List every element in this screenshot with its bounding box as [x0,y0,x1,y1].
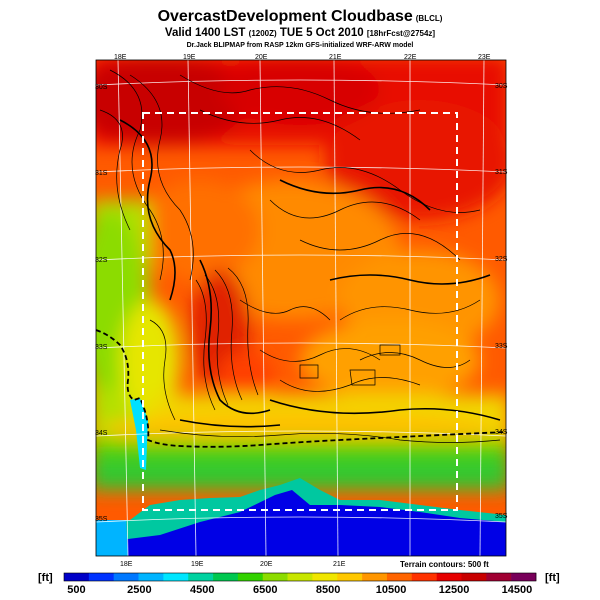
colorbar-tick-label: 12500 [438,584,470,596]
lat-label-left: 35S [95,516,108,523]
colorbar-tick-label: 6500 [252,584,278,596]
colorbar [63,572,537,582]
valid-time: Valid 1400 LST (1200Z) TUE 5 Oct 2010 [1… [164,27,436,39]
lon-label-top: 19E [183,54,196,61]
lon-label-bottom: 19E [191,561,204,568]
lat-label-left: 30S [95,84,108,91]
lon-label-top: 20E [255,54,268,61]
lat-label-left: 32S [95,257,108,264]
colorbar-tick-label: 2500 [127,584,152,596]
lon-label-top: 23E [478,54,491,61]
colorbar-swatch [337,573,363,581]
lon-label-top: 18E [114,54,127,61]
lat-label-left: 31S [95,170,108,177]
terrain-contour-note: Terrain contours: 500 ft [400,560,489,569]
terrain-contours [99,69,501,443]
coastline [96,329,506,448]
colorbar-swatch [411,573,437,581]
colorbar-swatch [188,573,214,581]
colorbar-swatch [88,573,114,581]
lat-label-right: 30S [495,83,508,90]
lat-label-right: 34S [495,429,508,436]
lat-label-right: 32S [495,256,508,263]
terrain-contours-bold [119,119,501,428]
colorbar-swatch [287,573,313,581]
colorbar-swatch [511,573,537,581]
colorbar-swatch [163,573,189,581]
lat-label-right: 35S [495,513,508,520]
lon-label-top: 22E [404,54,417,61]
colorbar-unit-left: [ft] [38,572,53,584]
colorbar-swatch [461,573,487,581]
colorbar-swatch [237,573,264,581]
colorbar-tick-label: 8500 [315,584,341,596]
colorbar-tick-label: 500 [67,584,86,596]
lat-label-right: 31S [495,169,508,176]
colorbar-unit-right: [ft] [545,572,560,584]
colorbar-swatch [262,573,288,581]
colorbar-swatch [386,573,413,581]
colorbar-swatch [213,573,239,581]
colorbar-frame [63,572,537,582]
colorbar-tick-label: 10500 [375,584,407,596]
colorbar-swatch [64,573,90,581]
model-credit: Dr.Jack BLIPMAP from RASP 12km GFS-initi… [186,42,414,49]
lon-label-bottom: 21E [333,561,346,568]
colorbar-swatch [113,573,139,581]
lat-label-left: 34S [95,430,108,437]
lon-label-bottom: 18E [120,561,133,568]
colorbar-tick-label: 14500 [501,584,533,596]
colorbar-tick-label: 4500 [190,584,215,596]
inner-domain-box [142,112,458,511]
lat-label-left: 33S [95,344,108,351]
colorbar-swatch [138,573,164,581]
lon-label-bottom: 20E [260,561,273,568]
lat-label-right: 33S [495,343,508,350]
map-title: OvercastDevelopment Cloudbase (BLCL) [157,8,443,25]
cloudbase-field [96,60,506,556]
colorbar-swatch [486,573,512,581]
colorbar-swatch [312,573,338,581]
colorbar-swatch [436,573,462,581]
colorbar-swatch [362,573,388,581]
lon-label-top: 21E [329,54,342,61]
